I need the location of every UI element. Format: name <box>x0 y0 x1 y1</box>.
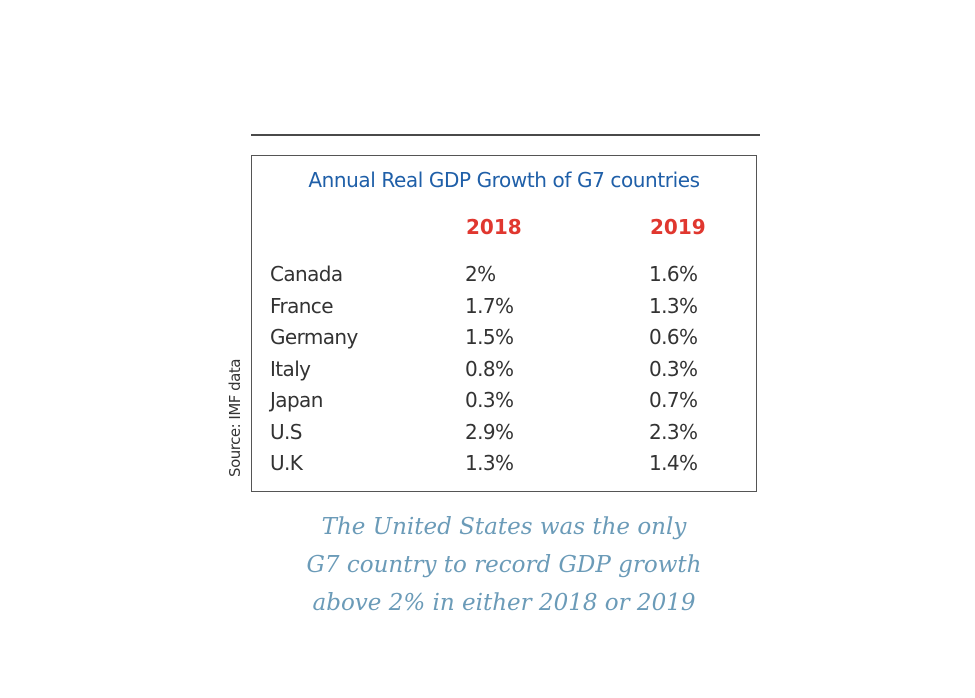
country-cell: Germany <box>270 325 358 349</box>
value-2018-cell: 1.7% <box>465 293 514 318</box>
caption: The United States was the only G7 countr… <box>251 508 757 622</box>
value-2018-cell: 0.8% <box>465 356 514 381</box>
table-row: Germany 1.5% 0.6% <box>270 322 740 354</box>
value-2019-cell: 0.3% <box>649 356 698 381</box>
caption-line-3: above 2% in either 2018 or 2019 <box>312 590 696 616</box>
value-2018-cell: 1.3% <box>465 451 514 475</box>
column-header-2018: 2018 <box>466 215 522 239</box>
table-row: France 1.7% 1.3% <box>270 291 740 323</box>
value-2018-cell: 2.9% <box>465 419 514 444</box>
table-row: U.K 1.3% 1.4% <box>270 448 740 480</box>
value-2018-cell: 0.3% <box>465 388 514 412</box>
caption-line-1: The United States was the only <box>321 514 687 540</box>
country-cell: U.K <box>270 451 303 475</box>
column-header-2019: 2019 <box>650 215 706 239</box>
table-row: Japan 0.3% 0.7% <box>270 385 740 417</box>
country-cell: U.S <box>270 419 303 444</box>
country-cell: Canada <box>270 262 343 286</box>
value-2019-cell: 2.3% <box>649 419 698 444</box>
value-2019-cell: 0.7% <box>649 388 698 412</box>
top-rule <box>251 134 760 136</box>
gdp-table: Annual Real GDP Growth of G7 countries 2… <box>251 155 757 492</box>
value-2018-cell: 2% <box>465 262 496 286</box>
table-row: Canada 2% 1.6% <box>270 259 740 291</box>
value-2019-cell: 1.6% <box>649 262 698 286</box>
table-title: Annual Real GDP Growth of G7 countries <box>308 168 700 192</box>
value-2019-cell: 1.3% <box>649 293 698 318</box>
table-rows: Canada 2% 1.6% France 1.7% 1.3% Germany 1.5% 0.6… <box>270 259 740 480</box>
table-row: Italy 0.8% 0.3% <box>270 354 740 386</box>
table-row: U.S 2.9% 2.3% <box>270 417 740 449</box>
value-2019-cell: 1.4% <box>649 451 698 475</box>
caption-line-2: G7 country to record GDP growth <box>306 552 702 578</box>
country-cell: Japan <box>270 388 323 412</box>
country-cell: Italy <box>270 356 311 381</box>
source-note: Source: IMF data <box>226 359 244 477</box>
value-2019-cell: 0.6% <box>649 325 698 349</box>
country-cell: France <box>270 293 334 318</box>
value-2018-cell: 1.5% <box>465 325 514 349</box>
